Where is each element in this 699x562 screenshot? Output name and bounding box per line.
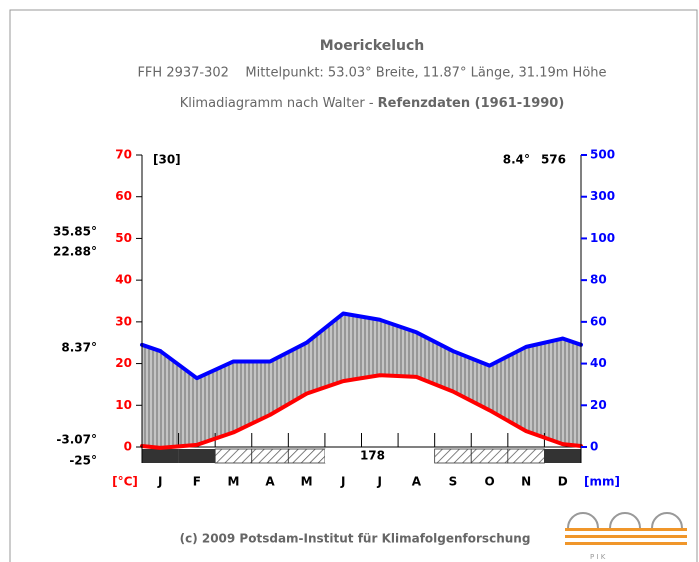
title: Moerickeluch [320, 38, 425, 54]
frost-band [434, 448, 472, 464]
wrap-segment [560, 442, 583, 448]
x-tick-label: D [558, 475, 568, 489]
x-tick-label: O [484, 475, 494, 489]
y-tick-label: 10 [115, 398, 132, 412]
temperature-line [160, 373, 564, 450]
frost-band [470, 448, 509, 464]
svg-text:P I K: P I K [590, 553, 606, 561]
subtitle-2: Klimadiagramm nach Walter - Refenzdaten … [180, 96, 565, 111]
y2-tick-label: 300 [590, 189, 615, 203]
legend-temperature: [°C] [112, 475, 138, 489]
frost-band [178, 449, 216, 463]
frost-band [398, 449, 435, 463]
frost-band [544, 449, 581, 463]
x-tick-label: M [227, 475, 239, 489]
y2-tick-label: 80 [590, 273, 607, 287]
copyright: (c) 2009 Potsdam-Institut für Klimafolge… [180, 532, 531, 546]
legend-precipitation: [mm] [584, 475, 620, 489]
side-label: 35.85° [53, 225, 97, 239]
frost-free-days: 178 [360, 449, 385, 463]
wrap-segment [560, 336, 583, 347]
side-label: 22.88° [53, 245, 97, 259]
precipitation-line [159, 311, 564, 381]
x-tick-label: A [412, 475, 422, 489]
x-tick-label: M [301, 475, 313, 489]
y-tick-label: 60 [115, 189, 132, 203]
frost-band [214, 448, 253, 464]
side-label: -3.07° [56, 433, 97, 447]
x-tick-label: F [193, 475, 201, 489]
frame [9, 9, 698, 562]
frost-band [507, 448, 545, 464]
y2-tick-label: 500 [590, 148, 615, 162]
frost-band [251, 448, 289, 464]
annual-precip: 576 [541, 153, 566, 167]
subtitle-bold: Refenzdaten (1961-1990) [378, 96, 565, 111]
x-tick-label: S [449, 475, 458, 489]
y2-tick-label: 40 [590, 356, 607, 370]
wrap-segment [140, 443, 163, 450]
y-tick-label: 40 [115, 273, 132, 287]
y-tick-label: 70 [115, 148, 132, 162]
subtitle-plain: Klimadiagramm nach Walter - [180, 96, 378, 111]
mean-temp: 8.4° [503, 153, 530, 167]
frost-band [324, 449, 362, 463]
y-tick-label: 0 [124, 440, 132, 454]
x-tick-label: J [377, 475, 382, 489]
y2-tick-label: 60 [590, 314, 607, 328]
y2-tick-label: 0 [590, 440, 598, 454]
frost-band [142, 449, 179, 463]
x-tick-label: J [340, 475, 345, 489]
y2-tick-label: 20 [590, 398, 607, 412]
humid-area [142, 313, 581, 448]
frost-band [361, 449, 399, 463]
y-tick-label: 30 [115, 314, 132, 328]
y-tick-label: 50 [115, 231, 132, 245]
side-label: 8.37° [61, 341, 97, 355]
y-tick-label: 20 [115, 356, 132, 370]
logo: P I K [565, 512, 687, 561]
years: [30] [153, 153, 181, 167]
x-tick-label: A [265, 475, 275, 489]
y2-tick-label: 100 [590, 231, 615, 245]
wrap-segment [140, 342, 163, 354]
subtitle: FFH 2937-302 Mittelpunkt: 53.03° Breite,… [137, 66, 606, 81]
x-tick-label: J [157, 475, 162, 489]
x-tick-label: N [521, 475, 531, 489]
frost-band [287, 448, 326, 464]
side-label: -25° [69, 454, 97, 468]
